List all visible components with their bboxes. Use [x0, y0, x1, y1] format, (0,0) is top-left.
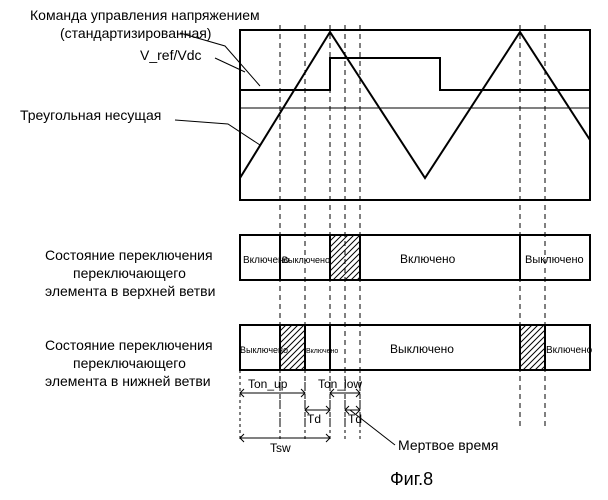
vref-label: V_ref/Vdc — [140, 47, 201, 63]
lower-dead2-hatch — [520, 325, 545, 370]
tri-leader — [175, 120, 260, 145]
cmd-label-2: (стандартизированная) — [60, 25, 211, 41]
upper-off2-label: Выключено — [525, 254, 584, 266]
triangle-carrier — [240, 32, 590, 178]
lower-on-label: Включено — [306, 348, 338, 355]
td1-label: Td — [307, 412, 321, 426]
tri-label: Треугольная несущая — [20, 107, 161, 123]
lower-on2-label: Включено — [546, 345, 593, 356]
lower-label-1: Состояние переключения — [45, 337, 213, 353]
dead-label: Мертвое время — [398, 437, 498, 453]
upper-on2-label: Включено — [400, 252, 456, 266]
upper-label-2: переключающего — [73, 265, 186, 281]
ton-up-label: Ton_up — [248, 377, 288, 391]
lower-off1-label: Выключено — [240, 345, 288, 355]
lower-label-3: элемента в нижней ветви — [45, 373, 211, 389]
lower-label-2: переключающего — [73, 355, 186, 371]
upper-label-3: элемента в верхней ветви — [45, 283, 215, 299]
vref-step — [240, 58, 590, 90]
lower-off2-label: Выключено — [390, 342, 454, 356]
upper-label-1: Состояние переключения — [45, 247, 213, 263]
dead-leader — [350, 410, 395, 445]
ton-low-label: Ton_low — [318, 377, 362, 391]
upper-off-label: Выключено — [282, 255, 330, 265]
cmd-label-1: Команда управления напряжением — [30, 7, 260, 23]
top-panel-frame — [240, 30, 590, 200]
tsw-label: Tsw — [270, 441, 291, 455]
figure-caption: Фиг.8 — [390, 469, 433, 489]
